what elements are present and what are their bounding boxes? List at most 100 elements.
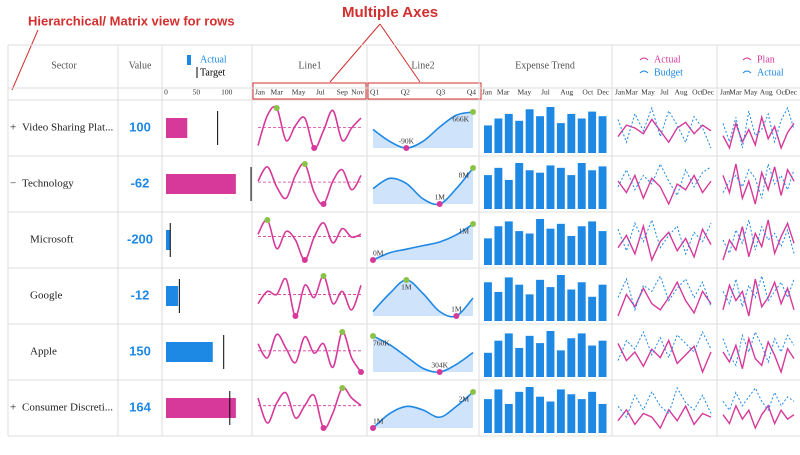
- axis-tick-label: May: [292, 88, 306, 97]
- expense-bar: [515, 120, 524, 153]
- expand-toggle[interactable]: +: [10, 402, 16, 414]
- area-line: [372, 335, 474, 373]
- expense-bar: [556, 223, 565, 265]
- header-cell[interactable]: Value: [129, 60, 152, 71]
- max-label: 666K: [452, 115, 469, 124]
- max-label: 1M: [401, 283, 412, 292]
- axis-tick-label: Jul: [660, 88, 669, 97]
- line-dashed: [722, 387, 795, 412]
- axis-tick-label: Mar: [729, 88, 742, 97]
- expense-bar: [536, 396, 544, 433]
- header-cell[interactable]: Sector: [51, 60, 77, 71]
- legend-label: Plan: [757, 54, 775, 65]
- axis-tick-label: Aug: [675, 88, 688, 97]
- max-marker: [470, 165, 476, 171]
- header-cell[interactable]: Line1: [298, 60, 321, 71]
- legend-icon: [639, 70, 649, 74]
- axis-tick-label: Q1: [370, 88, 379, 97]
- min-marker: [436, 201, 443, 207]
- value: -200: [127, 231, 153, 246]
- line-dashed: [617, 162, 712, 197]
- min-label: 1M: [451, 305, 462, 314]
- expense-bar: [556, 123, 565, 153]
- expense-bar: [546, 331, 555, 377]
- axis-tick-label: Jan: [615, 88, 625, 97]
- min-marker: [320, 425, 327, 431]
- actual-bar: [166, 174, 236, 194]
- expense-bar: [484, 399, 492, 433]
- actual-bar: [166, 230, 171, 250]
- expand-toggle[interactable]: +: [10, 122, 16, 134]
- sector-name: Video Sharing Plat...: [22, 122, 114, 134]
- axis-tick-label: Aug: [560, 88, 573, 97]
- min-label: 1M: [434, 193, 445, 202]
- expense-bar: [588, 296, 597, 321]
- axis-tick-label: Sep: [337, 88, 349, 97]
- min-marker: [301, 257, 308, 263]
- line-solid: [722, 278, 795, 317]
- annotations: Hierarchical/ Matrix view for rows Multi…: [11, 4, 482, 100]
- expense-bar: [515, 347, 524, 377]
- expense-bar: [504, 179, 513, 209]
- expense-bar: [567, 289, 576, 321]
- min-marker: [320, 201, 327, 207]
- sparkline: [257, 162, 362, 206]
- axis-tick-label: Jul: [541, 88, 550, 97]
- expense-bar: [588, 221, 597, 265]
- expense-bar: [567, 394, 576, 433]
- sector-name: Consumer Discreti...: [22, 402, 113, 414]
- sector-name: Google: [30, 290, 63, 302]
- annotation-arrow: [11, 29, 39, 91]
- expense-bar: [577, 333, 586, 377]
- expense-bar: [536, 116, 544, 153]
- line-dashed: [722, 219, 795, 255]
- axis-tick-label: Mar: [271, 88, 284, 97]
- axis-tick-label: May: [641, 88, 655, 97]
- value: -12: [131, 287, 150, 302]
- axis-tick-label: Q4: [467, 88, 476, 97]
- expense-bar: [577, 118, 586, 153]
- header-cell[interactable]: Line2: [411, 60, 434, 71]
- axis-tick-label: May: [744, 88, 758, 97]
- min-marker: [370, 425, 376, 431]
- expense-bar: [598, 284, 607, 321]
- sector-name: Technology: [22, 178, 74, 190]
- expense-bar: [588, 391, 597, 433]
- legend-label: Actual: [200, 54, 227, 65]
- expense-bar: [588, 111, 597, 153]
- max-label: 8M: [459, 171, 470, 180]
- line-solid: [617, 338, 712, 374]
- axis-tick-label: 50: [193, 88, 201, 97]
- max-marker: [264, 217, 271, 223]
- min-label: 304K: [431, 361, 448, 370]
- sector-name: Apple: [30, 346, 57, 358]
- expense-bar: [577, 282, 586, 321]
- axis-tick-label: Mar: [497, 88, 510, 97]
- expense-bar: [546, 107, 555, 153]
- value: 164: [129, 399, 151, 414]
- header-cell[interactable]: Expense Trend: [515, 60, 575, 71]
- expand-toggle[interactable]: −: [10, 178, 16, 190]
- expense-bar: [484, 175, 492, 209]
- expense-bar: [546, 165, 555, 209]
- axis-tick-label: Dec: [785, 88, 798, 97]
- min-label: 1M: [373, 417, 384, 426]
- expense-bar: [536, 219, 544, 265]
- actual-bar: [166, 342, 213, 362]
- expense-bar: [536, 343, 544, 377]
- min-marker: [358, 369, 364, 375]
- legend-icon: [187, 55, 191, 65]
- max-label: 2M: [459, 395, 470, 404]
- expense-bar: [484, 352, 492, 377]
- expense-bar: [484, 125, 492, 153]
- expense-bar: [494, 167, 503, 209]
- max-marker: [273, 105, 280, 111]
- annotation-box: [367, 82, 482, 100]
- area-line: [372, 223, 474, 261]
- expense-bar: [556, 275, 565, 321]
- area: [373, 336, 473, 373]
- min-marker: [370, 257, 376, 263]
- expense-bar: [504, 221, 513, 265]
- line-solid: [722, 163, 795, 205]
